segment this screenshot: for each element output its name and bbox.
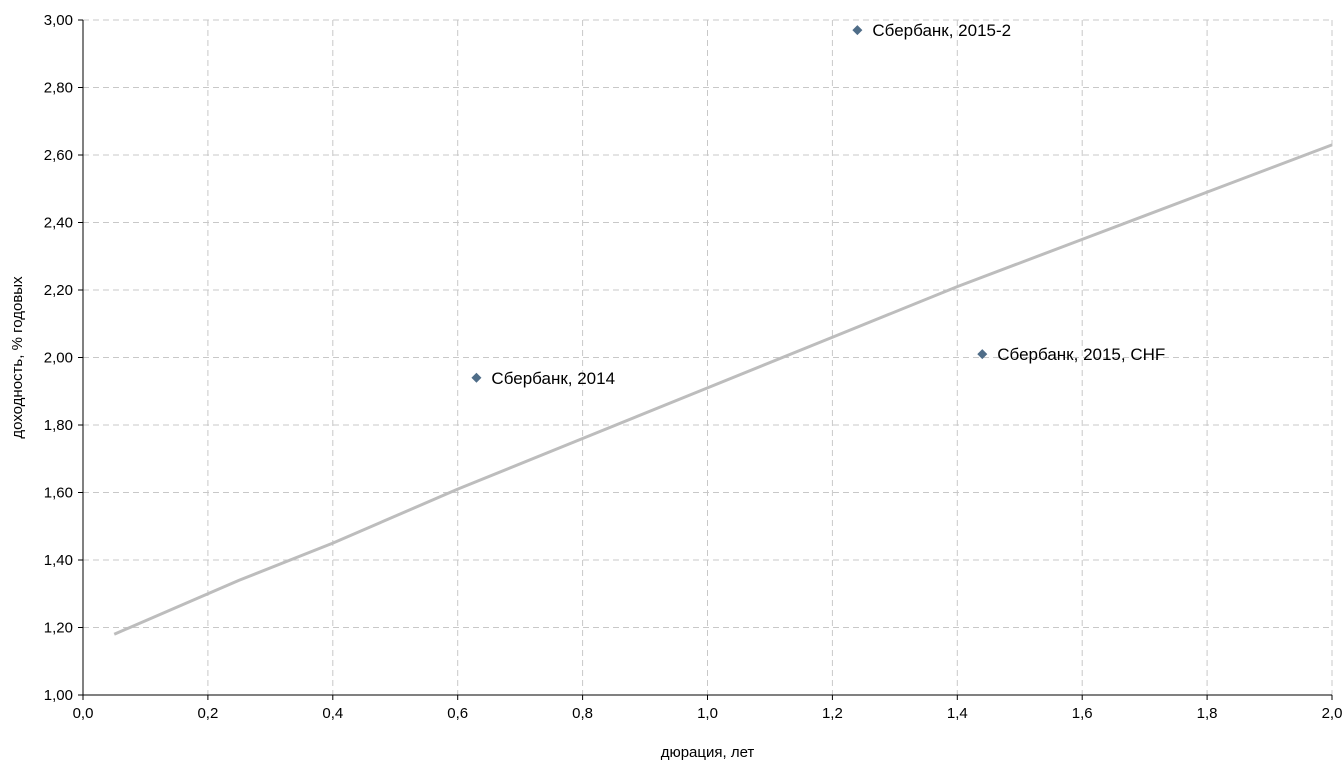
data-point-marker bbox=[977, 349, 988, 360]
y-tick-labels: 1,00 1,20 1,40 1,60 1,80 2,00 2,20 2,40 2,60 2,80… bbox=[44, 12, 73, 704]
y-tick-label: 1,60 bbox=[44, 485, 73, 502]
x-tick-label: 1,8 bbox=[1197, 705, 1218, 722]
yield-curve-line bbox=[113, 143, 1333, 636]
x-tick-label: 1,0 bbox=[697, 705, 718, 722]
y-tick-label: 1,80 bbox=[44, 417, 73, 434]
axes bbox=[78, 19, 1333, 700]
x-tick-label: 0,0 bbox=[73, 705, 94, 722]
data-point-marker bbox=[852, 25, 863, 36]
x-tick-label: 2,0 bbox=[1322, 705, 1343, 722]
x-tick-label: 0,2 bbox=[197, 705, 218, 722]
y-tick-label: 1,20 bbox=[44, 620, 73, 637]
x-tick-label: 0,8 bbox=[572, 705, 593, 722]
y-tick-label: 1,00 bbox=[44, 687, 73, 704]
data-points: Сбербанк, 2014 Сбербанк, 2015-2 Сбербанк, … bbox=[471, 21, 1165, 388]
x-tick-label: 1,2 bbox=[822, 705, 843, 722]
y-tick-label: 3,00 bbox=[44, 12, 73, 29]
yield-curve-layer bbox=[113, 143, 1333, 636]
y-tick-label: 2,00 bbox=[44, 350, 73, 367]
y-tick-label: 2,80 bbox=[44, 80, 73, 97]
data-point-label: Сбербанк, 2014 bbox=[491, 369, 615, 388]
x-tick-label: 0,6 bbox=[447, 705, 468, 722]
x-tick-label: 1,6 bbox=[1072, 705, 1093, 722]
data-point-label: Сбербанк, 2015-2 bbox=[872, 21, 1011, 40]
y-axis-title: доходность, % годовых bbox=[9, 276, 26, 439]
y-tick-label: 2,20 bbox=[44, 282, 73, 299]
x-tick-label: 1,4 bbox=[947, 705, 968, 722]
data-point-marker bbox=[471, 372, 482, 383]
y-tick-label: 2,40 bbox=[44, 215, 73, 232]
x-tick-labels: 0,0 0,2 0,4 0,6 0,8 1,0 1,2 1,4 1,6 1,8 2,0 bbox=[73, 705, 1343, 722]
data-point-label: Сбербанк, 2015, CHF bbox=[997, 345, 1165, 364]
y-tick-label: 2,60 bbox=[44, 147, 73, 164]
x-axis-title: дюрация, лет bbox=[661, 744, 755, 760]
y-tick-label: 1,40 bbox=[44, 552, 73, 569]
x-tick-label: 0,4 bbox=[322, 705, 343, 722]
